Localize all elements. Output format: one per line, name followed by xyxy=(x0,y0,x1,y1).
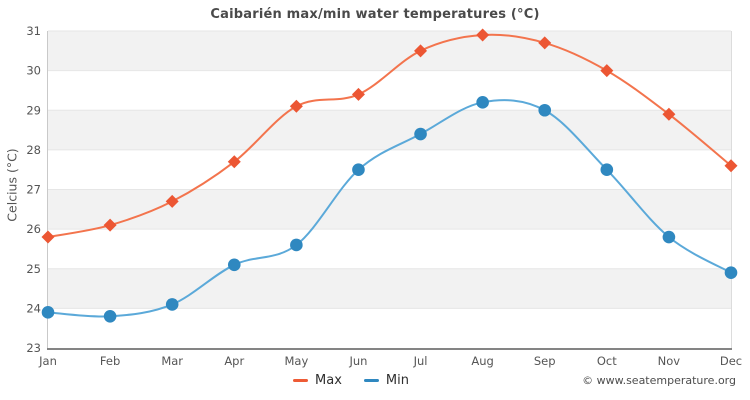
copyright-link[interactable]: © www.seatemperature.org xyxy=(582,374,736,387)
min-data-point[interactable] xyxy=(538,103,552,117)
min-data-point[interactable] xyxy=(165,298,179,311)
y-tick-label: 30 xyxy=(26,64,41,78)
legend-item-max[interactable]: Max xyxy=(293,373,342,388)
min-data-point[interactable] xyxy=(41,306,55,319)
chart-legend: Max Min xyxy=(0,370,726,390)
y-tick-label: 27 xyxy=(26,183,41,197)
max-data-point[interactable] xyxy=(41,230,55,244)
min-data-point[interactable] xyxy=(352,163,365,176)
x-tick-label: Apr xyxy=(224,354,244,368)
max-data-point[interactable] xyxy=(165,194,179,208)
background-band xyxy=(48,31,731,71)
max-data-point[interactable] xyxy=(476,28,490,42)
background-band xyxy=(48,110,731,150)
x-tick-label: May xyxy=(284,354,308,368)
legend-label-min: Min xyxy=(385,372,409,388)
legend-label-max: Max xyxy=(315,372,342,388)
x-tick-label: Jul xyxy=(413,354,428,368)
x-tick-label: Sep xyxy=(534,354,556,368)
min-data-point[interactable] xyxy=(414,127,427,141)
y-tick-label: 29 xyxy=(26,103,41,117)
x-tick-label: Nov xyxy=(658,354,681,368)
x-tick-label: Mar xyxy=(161,354,183,368)
max-data-point[interactable] xyxy=(227,155,241,169)
min-data-point[interactable] xyxy=(662,230,676,244)
y-tick-label: 24 xyxy=(26,301,41,315)
max-data-point[interactable] xyxy=(414,44,428,58)
y-tick-label: 28 xyxy=(26,143,41,157)
x-tick-label: Jan xyxy=(38,354,57,368)
y-tick-label: 25 xyxy=(26,262,41,276)
min-series-swatch xyxy=(363,378,379,382)
max-series-swatch xyxy=(293,378,309,382)
max-data-point[interactable] xyxy=(662,107,676,121)
max-data-point[interactable] xyxy=(600,64,614,78)
x-tick-label: Aug xyxy=(471,354,493,368)
x-tick-label: Dec xyxy=(720,354,742,368)
y-tick-label: 26 xyxy=(26,222,41,236)
legend-item-min[interactable]: Min xyxy=(363,372,409,388)
chart-title: Caibarién max/min water temperatures (°C… xyxy=(210,7,540,22)
min-data-point[interactable] xyxy=(103,310,117,323)
min-data-point[interactable] xyxy=(290,238,303,252)
background-band xyxy=(48,189,731,230)
x-tick-label: Jun xyxy=(348,354,367,368)
x-tick-label: Feb xyxy=(100,354,120,368)
background-band xyxy=(48,268,731,309)
y-tick-label: 31 xyxy=(26,24,41,38)
max-data-point[interactable] xyxy=(103,218,117,232)
min-data-point[interactable] xyxy=(227,258,241,272)
min-data-point[interactable] xyxy=(724,266,738,280)
min-data-point[interactable] xyxy=(600,163,614,176)
x-tick-label: Oct xyxy=(597,354,617,368)
y-tick-label: 23 xyxy=(26,341,41,355)
max-data-point[interactable] xyxy=(724,159,738,173)
max-data-point[interactable] xyxy=(289,99,303,113)
min-data-point[interactable] xyxy=(476,96,489,109)
max-data-point[interactable] xyxy=(538,36,552,50)
max-data-point[interactable] xyxy=(351,87,365,101)
